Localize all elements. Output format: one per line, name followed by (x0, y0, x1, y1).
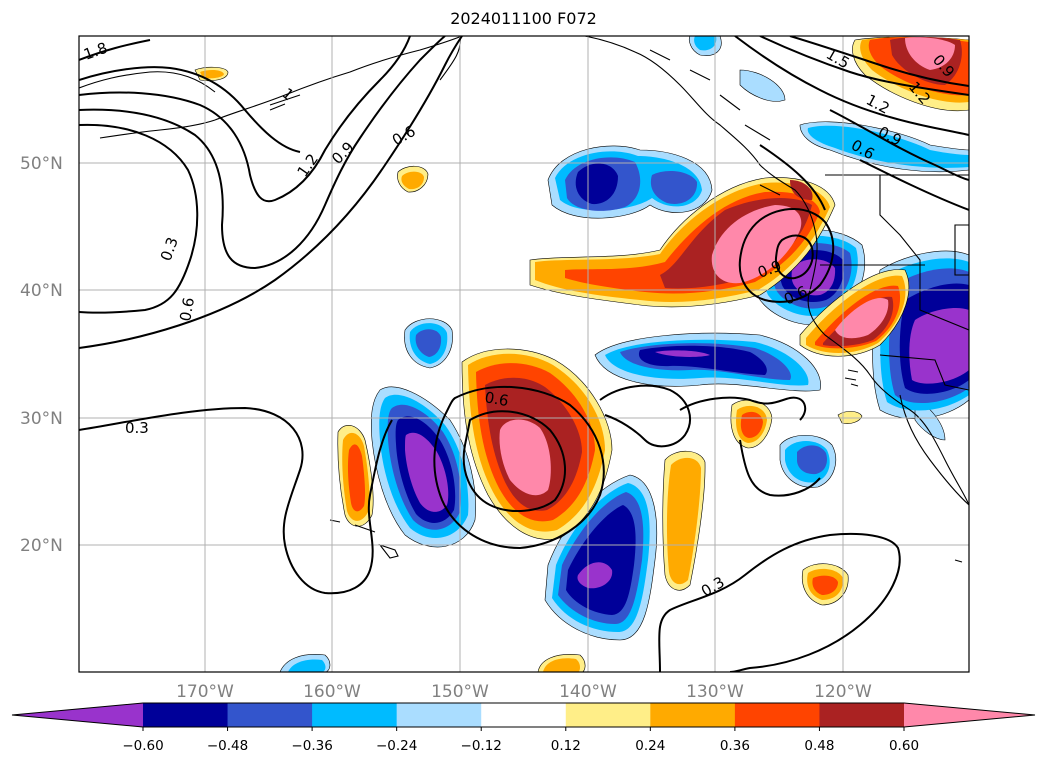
lat-label: 20°N (20, 536, 63, 556)
colorbar-tick-label: 0.36 (720, 738, 750, 754)
lon-label: 170°W (176, 682, 234, 702)
colorbar-segment (12, 703, 143, 727)
colorbar-segment (227, 703, 313, 727)
lat-label: 40°N (20, 281, 63, 301)
lon-label: 130°W (686, 682, 744, 702)
colorbar-segment (904, 703, 1035, 727)
colorbar-tick-label: 0.48 (804, 738, 834, 754)
lon-label: 120°W (814, 682, 872, 702)
contour-label: 1.8 (81, 39, 110, 64)
contour-label: 1.2 (294, 150, 322, 180)
contour-label: 0.6 (176, 296, 198, 323)
contour-label: 0.6 (483, 388, 510, 410)
colorbar-tick-label: 0.12 (551, 738, 581, 754)
colorbar-segment (481, 703, 567, 727)
colorbar-segment (565, 703, 651, 727)
lon-label: 150°W (431, 682, 489, 702)
contour-label: 0.3 (157, 235, 182, 264)
colorbar-tick-label: −0.36 (291, 738, 332, 754)
colorbar: −0.60 −0.48 −0.36 −0.24 −0.12 0.12 0.24 0.36 0.4… (11, 702, 1036, 754)
contour-label: 1.5 (823, 45, 853, 73)
colorbar-tick-label: 0.60 (889, 738, 919, 754)
lon-label: 160°W (303, 682, 361, 702)
colorbar-segment (819, 703, 905, 727)
contour-label: 0.6 (389, 122, 419, 150)
colorbar-tick-label: −0.24 (376, 738, 417, 754)
colorbar-tick-label: −0.48 (207, 738, 248, 754)
colorbar-segment (396, 703, 482, 727)
map-title: 2024011100 F072 (450, 9, 597, 28)
shaded-anomaly-layer (194, 36, 969, 672)
contour-label: 0.3 (125, 419, 149, 437)
colorbar-tick-label: −0.60 (122, 738, 163, 754)
graticule (79, 36, 969, 672)
colorbar-segment (734, 703, 820, 727)
contour-label: 1.2 (863, 91, 893, 118)
colorbar-tick-label: −0.12 (461, 738, 502, 754)
lat-label: 50°N (20, 154, 63, 174)
colorbar-tick-label: 0.24 (635, 738, 665, 754)
contour-label: 0.3 (698, 573, 728, 601)
lat-label: 30°N (20, 409, 63, 429)
lon-label: 140°W (559, 682, 617, 702)
colorbar-segment (143, 703, 229, 727)
colorbar-segment (312, 703, 398, 727)
map-frame (78, 35, 970, 673)
contour-lines (79, 36, 969, 672)
colorbar-segment (650, 703, 736, 727)
